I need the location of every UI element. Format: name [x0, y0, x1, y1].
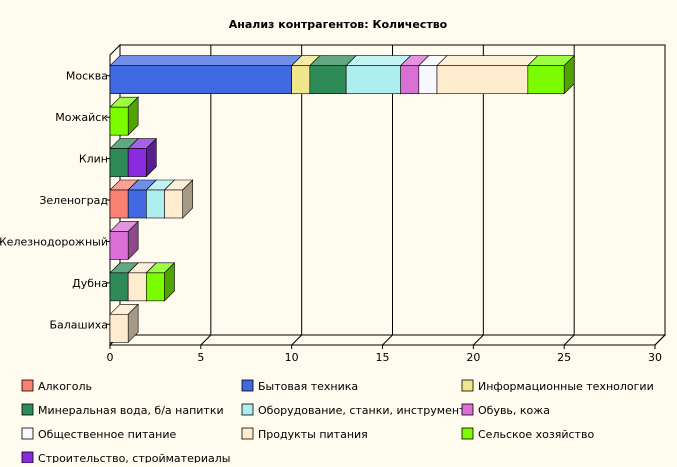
bar-front-face — [436, 65, 529, 95]
legend-label: Оборудование, станки, инструмент — [258, 404, 466, 417]
x-tick-label: 0 — [107, 351, 114, 364]
legend-label: Алкоголь — [38, 380, 92, 393]
category-label: Москва — [66, 70, 108, 83]
x-tick-label: 25 — [557, 351, 571, 364]
grid-line-floor — [382, 334, 393, 346]
bar-segment — [109, 54, 303, 95]
legend-swatch — [241, 379, 254, 392]
bar-front-face — [109, 313, 129, 343]
bar-segment — [109, 303, 139, 344]
legend-label: Информационные технологии — [478, 380, 654, 393]
bar-front-face — [527, 65, 565, 95]
bar-front-face — [309, 65, 347, 95]
bar-front-face — [109, 231, 129, 260]
legend-swatch — [461, 379, 474, 392]
x-tick-label: 30 — [648, 351, 662, 364]
bar-front-face — [127, 272, 147, 302]
bar-front-face — [127, 189, 147, 219]
legend-label: Сельское хозяйство — [478, 428, 594, 441]
category-label: Железнодорожный — [0, 235, 108, 248]
legend-swatch — [461, 403, 474, 416]
bar-top-face — [436, 55, 539, 67]
legend-item: Продукты питания — [241, 427, 368, 441]
bar-front-face — [127, 148, 147, 177]
chart-title: Анализ контрагентов: Количество — [229, 18, 448, 31]
legend-label: Минеральная вода, б/а напитки — [38, 404, 224, 417]
category-label: Зеленоград — [39, 194, 108, 207]
bar-top-face — [109, 55, 303, 67]
x-tick-label: 5 — [197, 351, 204, 364]
legend-swatch — [21, 403, 34, 416]
legend-item: Бытовая техника — [241, 379, 358, 393]
bar-front-face — [109, 189, 129, 219]
legend-swatch — [241, 427, 254, 440]
grid-line-floor — [200, 334, 212, 346]
grid-line-floor — [654, 334, 666, 346]
bar-front-face — [418, 65, 438, 95]
legend-label: Строительство, стройматериалы — [38, 452, 230, 463]
bar-segment — [109, 96, 139, 136]
legend-item: Обувь, кожа — [461, 403, 550, 417]
grid-line-floor — [563, 334, 575, 346]
legend-label: Бытовая техника — [258, 380, 358, 393]
legend-label: Общественное питание — [38, 428, 176, 441]
bar-front-face — [109, 65, 292, 95]
bar-segment — [163, 179, 194, 219]
category-label: Можайск — [55, 111, 108, 124]
bar-top-face — [345, 55, 412, 67]
grid-line-floor — [291, 334, 303, 346]
category-label: Клин — [79, 153, 108, 166]
legend-swatch — [21, 451, 34, 464]
legend-item: Оборудование, станки, инструмент — [241, 403, 466, 417]
legend-item: Строительство, стройматериалы — [21, 451, 230, 465]
bar-front-face — [345, 65, 401, 95]
bar-front-face — [109, 272, 129, 302]
bar-front-face — [164, 189, 183, 219]
category-label: Балашиха — [49, 318, 108, 331]
bar-segment — [145, 262, 176, 302]
legend-item: Сельское хозяйство — [461, 427, 594, 441]
bar-front-face — [400, 65, 420, 95]
legend-item: Минеральная вода, б/а напитки — [21, 403, 224, 417]
legend-swatch — [21, 379, 34, 392]
legend-label: Обувь, кожа — [478, 404, 550, 417]
bar-front-face — [146, 272, 165, 302]
category-label: Дубна — [72, 277, 108, 290]
grid-line-floor — [472, 334, 484, 346]
legend-swatch — [241, 403, 254, 416]
bar-front-face — [146, 189, 165, 219]
x-tick-label: 10 — [285, 351, 299, 364]
bar-front-face — [291, 65, 311, 95]
bar-segment — [127, 137, 158, 178]
legend-item: Информационные технологии — [461, 379, 654, 393]
x-tick-label: 15 — [376, 351, 390, 364]
bar-segment — [109, 220, 139, 261]
legend-item: Алкоголь — [21, 379, 92, 393]
x-tick-label: 20 — [466, 351, 480, 364]
bar-front-face — [109, 106, 129, 136]
legend-swatch — [461, 427, 474, 440]
legend-swatch — [21, 427, 34, 440]
legend-label: Продукты питания — [258, 428, 368, 441]
bar-segment — [436, 54, 539, 95]
bar-front-face — [109, 148, 129, 177]
bar-segment — [527, 54, 575, 95]
legend-item: Общественное питание — [21, 427, 176, 441]
